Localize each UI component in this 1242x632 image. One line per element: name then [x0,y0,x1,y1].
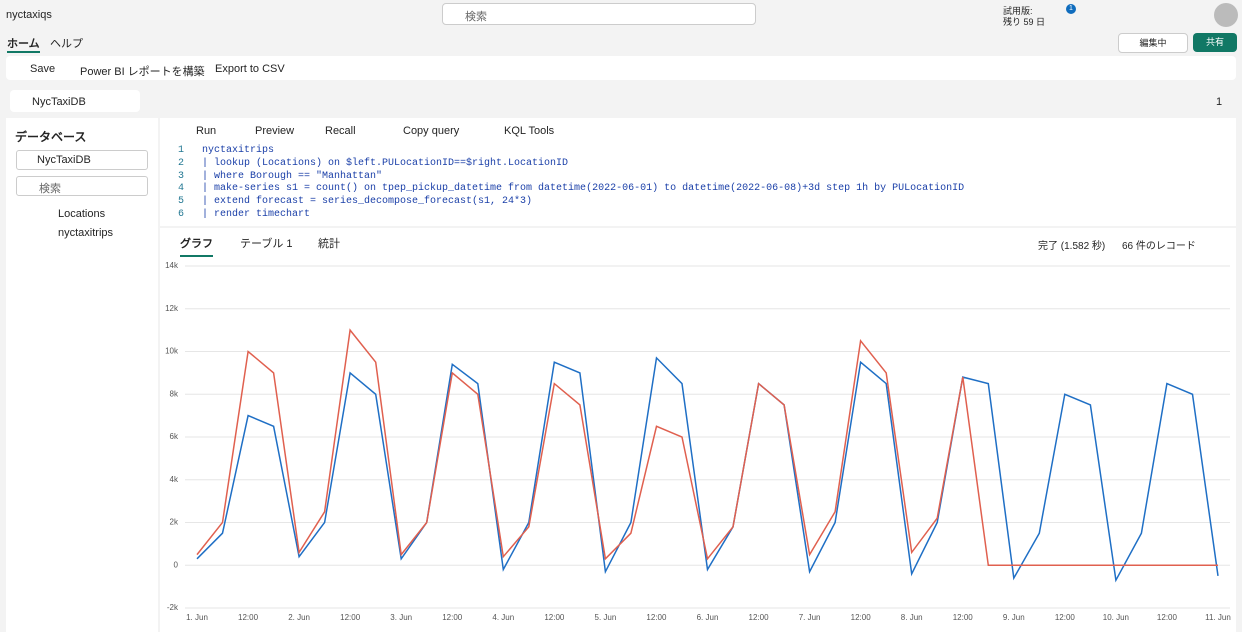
x-tick-label: 7. Jun [799,613,821,622]
x-tick-label: 12:00 [851,613,872,622]
x-tick-label: 12:00 [238,613,259,622]
search-placeholder: 検索 [465,11,487,23]
x-tick-label: 5. Jun [595,613,617,622]
result-tab[interactable]: テーブル 1 [240,238,293,250]
save-button[interactable]: Save [30,63,56,75]
preview-button[interactable]: Preview [255,125,295,137]
x-tick-label: 12:00 [749,613,770,622]
database-name: NycTaxiDB [37,154,91,166]
doc-tab[interactable]: NycTaxiDB [10,90,140,112]
code-line: | where Borough == "Manhattan" [202,170,383,182]
x-tick-label: 12:00 [953,613,974,622]
powerbi-button[interactable]: Power BI レポートを構築 [80,66,205,78]
y-tick-label: -2k [167,603,179,612]
sidebar-search-placeholder: 検索 [39,183,61,195]
x-tick-label: 6. Jun [697,613,719,622]
x-tick-label: 12:00 [340,613,361,622]
copy-query-button[interactable]: Copy query [403,125,460,137]
trial-label: 試用版: [1003,6,1033,16]
line-number: 4 [178,183,185,195]
doc-tab-name: NycTaxiDB [32,96,86,108]
code-line: | lookup (Locations) on $left.PULocation… [202,157,569,169]
y-tick-label: 10k [165,347,179,356]
x-tick-label: 3. Jun [390,613,412,622]
y-tick-label: 8k [170,389,179,398]
y-tick-label: 6k [170,432,179,441]
line-number: 5 [178,196,185,208]
kql-tools-button[interactable]: KQL Tools [504,125,555,137]
sidebar-search[interactable]: 検索 [16,176,148,196]
x-tick-label: 2. Jun [288,613,310,622]
table-item[interactable]: nyctaxitrips [58,227,114,239]
result-tab[interactable]: 統計 [318,238,340,250]
x-tick-label: 11. Jun [1205,613,1231,622]
line-number: 3 [178,170,185,182]
series-line [196,328,1218,567]
x-tick-label: 1. Jun [186,613,208,622]
run-button[interactable]: Run [196,125,217,137]
trial-days: 残り 59 日 [1003,17,1046,27]
avatar[interactable] [1214,3,1238,27]
x-tick-label: 9. Jun [1003,613,1025,622]
sidebar: データベース NycTaxiDB 検索 Locations nyctaxitri… [6,118,158,632]
workspace-name[interactable]: nyctaxiqs [6,9,52,21]
share-button[interactable]: 共有 [1193,33,1237,52]
code-line: | make-series s1 = count() on tpep_picku… [202,183,965,195]
x-tick-label: 12:00 [1055,613,1076,622]
record-count: 66 件のレコード [1122,241,1196,252]
x-tick-label: 8. Jun [901,613,923,622]
x-tick-label: 12:00 [1157,613,1178,622]
result-tab[interactable]: グラフ [180,235,213,257]
editor: Run Preview Recall Copy query KQL Tools … [160,118,1236,226]
query-status: 完了 (1.582 秒) [1038,241,1106,252]
code-line: | extend forecast = series_decompose_for… [202,196,533,208]
menu-tab[interactable]: ヘルプ [50,38,83,50]
line-number: 6 [178,209,185,220]
sidebar-title: データベース [15,130,87,144]
menu-tab[interactable]: ホーム [7,35,40,53]
edit-mode-button[interactable]: 編集中 [1118,33,1188,53]
search-box[interactable]: 検索 [442,3,756,25]
y-tick-label: 14k [165,261,179,270]
y-tick-label: 2k [170,518,179,527]
recall-button[interactable]: Recall [325,125,356,137]
series-line [196,356,1219,583]
export-button[interactable]: Export to CSV [215,63,285,75]
notification-badge[interactable]: 1 [1066,4,1076,14]
line-number: 2 [178,157,185,169]
x-tick-label: 12:00 [544,613,565,622]
y-tick-label: 4k [170,475,179,484]
y-tick-label: 0 [174,560,179,569]
code-line: | render timechart [202,209,311,220]
y-tick-label: 12k [165,304,179,313]
database-select[interactable]: NycTaxiDB [16,150,148,170]
x-tick-label: 12:00 [646,613,667,622]
code-line: nyctaxitrips [202,145,275,156]
x-tick-label: 12:00 [442,613,463,622]
toolbar: Save Power BI レポートを構築 Export to CSV [6,56,1236,80]
line-number: 1 [178,145,185,156]
table-item[interactable]: Locations [58,208,106,220]
doc-count: 1 [1216,96,1223,108]
x-tick-label: 4. Jun [492,613,514,622]
x-tick-label: 10. Jun [1103,613,1129,622]
